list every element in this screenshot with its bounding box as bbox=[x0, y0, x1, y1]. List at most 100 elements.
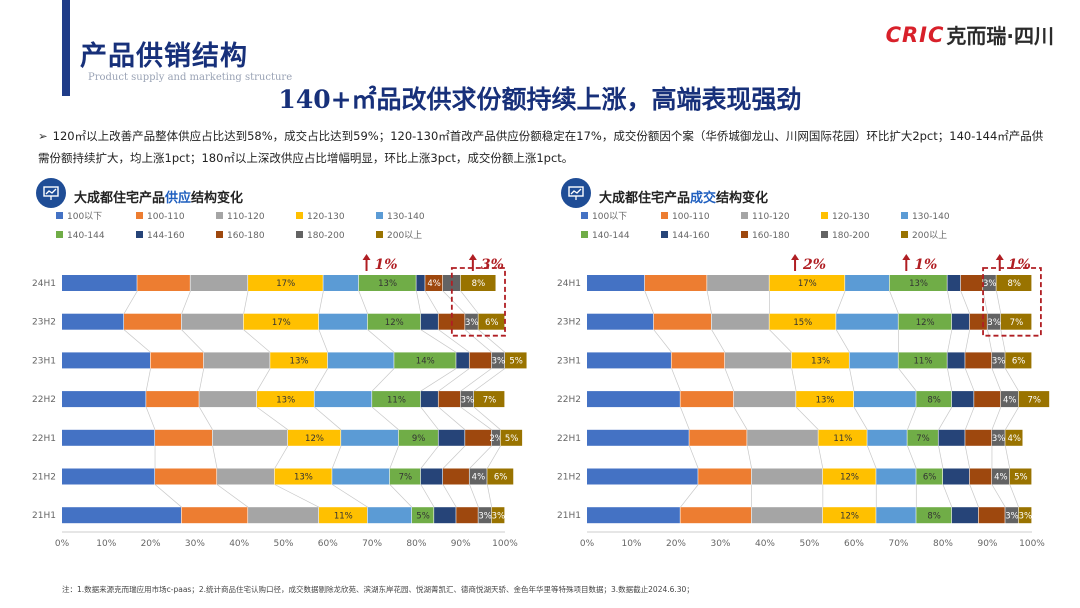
data-label: 5% bbox=[509, 357, 523, 367]
series-connector-line bbox=[889, 290, 899, 314]
data-label: 3% bbox=[478, 511, 492, 521]
series-connector-line bbox=[371, 368, 395, 392]
series-connector-line bbox=[243, 329, 271, 353]
series-connector-line bbox=[460, 368, 492, 392]
bar-segment bbox=[438, 429, 465, 446]
bar-segment bbox=[398, 429, 438, 446]
bar-segment bbox=[332, 468, 390, 485]
data-label: 6% bbox=[1012, 357, 1026, 367]
bar-segment bbox=[644, 275, 707, 291]
bar-segment bbox=[256, 391, 314, 408]
up-arrow-head-icon bbox=[995, 254, 1004, 260]
legend-swatch bbox=[296, 231, 303, 238]
category-label: 22H1 bbox=[557, 434, 581, 444]
data-label: 3% bbox=[983, 279, 997, 289]
series-connector-line bbox=[991, 368, 1002, 392]
up-arrow-head-icon bbox=[362, 254, 371, 260]
summary-bullet: ➢ 120㎡以上改善产品整体供应占比达到58%，成交占比达到59%；120-130… bbox=[38, 125, 1048, 169]
data-label: 13% bbox=[378, 279, 397, 289]
data-label: 4% bbox=[427, 279, 441, 289]
series-connector-line bbox=[947, 329, 953, 353]
legend-swatch bbox=[296, 212, 303, 219]
legend-label: 100-110 bbox=[672, 212, 710, 222]
legend-swatch bbox=[821, 231, 828, 238]
series-connector-line bbox=[795, 406, 819, 431]
legend-label: 110-120 bbox=[227, 212, 265, 222]
data-label: 3% bbox=[492, 357, 506, 367]
deal-chart-title: 大成都住宅产品成交结构变化 bbox=[599, 187, 768, 206]
series-connector-line bbox=[964, 445, 971, 469]
series-connector-line bbox=[181, 329, 205, 353]
data-label: 6% bbox=[923, 473, 937, 483]
series-connector-line bbox=[438, 329, 470, 353]
category-label: 21H1 bbox=[32, 511, 56, 521]
bar-segment bbox=[587, 468, 698, 485]
series-connector-line bbox=[769, 329, 792, 353]
bar-segment bbox=[314, 391, 372, 408]
x-tick-label: 50% bbox=[799, 539, 819, 549]
bar-segment bbox=[146, 391, 199, 408]
bar-segment bbox=[587, 507, 680, 524]
bar-segment bbox=[505, 352, 527, 369]
data-label: 17% bbox=[276, 279, 295, 289]
bar-segment bbox=[965, 352, 992, 369]
legend-label: 100以下 bbox=[592, 212, 627, 222]
bar-segment bbox=[389, 468, 421, 485]
category-label: 23H1 bbox=[557, 356, 581, 366]
category-label: 22H2 bbox=[557, 395, 581, 405]
supply-chart-title: 大成都住宅产品供应结构变化 bbox=[74, 187, 243, 206]
category-label: 23H1 bbox=[32, 356, 56, 366]
data-label: 4% bbox=[994, 473, 1008, 483]
x-tick-label: 80% bbox=[406, 539, 426, 549]
x-tick-label: 20% bbox=[666, 539, 686, 549]
series-connector-line bbox=[438, 406, 466, 431]
bar-segment bbox=[124, 313, 182, 330]
data-label: 13% bbox=[276, 395, 295, 405]
data-label: 5% bbox=[505, 434, 519, 444]
data-label: 12% bbox=[385, 318, 404, 328]
bar-segment bbox=[438, 391, 461, 408]
bar-segment bbox=[358, 275, 416, 291]
series-connector-line bbox=[991, 406, 1002, 430]
bar-segment bbox=[991, 352, 1005, 369]
bar-segment bbox=[1005, 429, 1023, 446]
bar-segment bbox=[217, 468, 275, 485]
bar-segment bbox=[822, 507, 876, 524]
bar-segment bbox=[460, 391, 474, 408]
series-connector-line bbox=[1004, 406, 1019, 430]
bar-segment bbox=[1005, 507, 1019, 524]
page-title: 产品供销结构 bbox=[80, 41, 248, 72]
legend-label: 100以下 bbox=[67, 212, 102, 222]
bar-segment bbox=[478, 507, 492, 524]
series-connector-line bbox=[653, 329, 672, 353]
bar-segment bbox=[62, 352, 150, 369]
bar-segment bbox=[733, 391, 796, 408]
bar-segment bbox=[416, 275, 425, 291]
x-tick-label: 90% bbox=[451, 539, 471, 549]
category-label: 22H1 bbox=[32, 434, 56, 444]
supply-structure-chart: 100以下 100-110 110-120 120-130 130-140 140-144… bbox=[32, 212, 527, 549]
logo-cric-text: CRIC bbox=[885, 22, 945, 47]
title-accent-bar bbox=[62, 0, 70, 96]
bar-segment bbox=[62, 429, 155, 446]
bar-segment bbox=[318, 507, 368, 524]
series-connector-line bbox=[123, 290, 138, 314]
deal-title-part: 大成都住宅产品 bbox=[599, 191, 691, 206]
category-label: 24H1 bbox=[32, 279, 56, 289]
data-label: 7% bbox=[1010, 318, 1024, 328]
data-label: 3% bbox=[987, 318, 1001, 328]
series-connector-line bbox=[853, 406, 868, 430]
legend-label: 144-160 bbox=[147, 231, 185, 241]
bar-segment bbox=[411, 507, 434, 524]
x-tick-label: 50% bbox=[273, 539, 293, 549]
series-connector-line bbox=[216, 484, 249, 508]
bar-segment bbox=[876, 507, 916, 524]
data-label: 12% bbox=[305, 434, 324, 444]
series-connector-line bbox=[442, 290, 466, 314]
bar-segment bbox=[653, 313, 711, 330]
bar-segment bbox=[916, 391, 952, 408]
bar-segment bbox=[274, 468, 332, 485]
series-connector-line bbox=[256, 368, 271, 392]
bar-segment bbox=[420, 391, 438, 408]
legend-swatch bbox=[136, 231, 143, 238]
